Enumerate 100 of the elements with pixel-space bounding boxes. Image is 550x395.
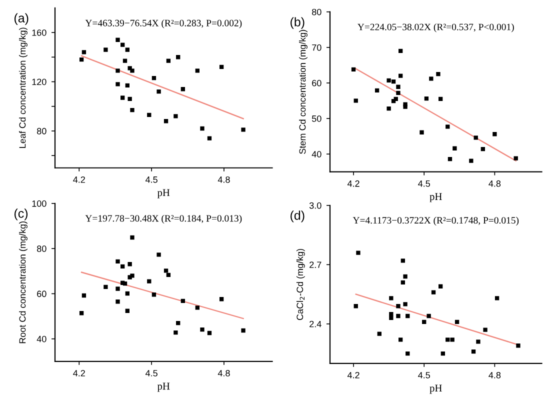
point [174, 114, 178, 118]
point [116, 259, 120, 264]
x-tick-label: 4.5 [418, 180, 430, 187]
point [483, 328, 488, 332]
point [164, 119, 168, 124]
x-tick-label: 4.2 [73, 176, 85, 183]
point [440, 351, 446, 356]
y-axis-title: Root Cd concentration (mg/kg) [19, 222, 28, 344]
x-axis-title: pH [157, 189, 170, 198]
point [386, 78, 391, 83]
point [120, 42, 125, 47]
point [396, 314, 400, 318]
point [396, 304, 400, 308]
point [494, 296, 500, 300]
y-tick-label: 160 [32, 29, 46, 36]
point [241, 128, 246, 132]
point [446, 124, 450, 129]
point [389, 312, 394, 316]
y-tick-label: 80 [37, 128, 46, 134]
y-axis-title: CaCl$_{2}$-Cd (mg/kg) [296, 248, 305, 320]
point [130, 235, 134, 240]
y-tick-label: 3.0 [309, 202, 322, 209]
point [351, 67, 356, 72]
x-tick-label: 4.5 [418, 372, 430, 378]
x-tick-label: 4.8 [218, 176, 230, 183]
point [82, 50, 86, 54]
point [241, 328, 246, 333]
x-tick-label: 4.5 [145, 370, 158, 376]
point [398, 74, 403, 78]
point [452, 146, 457, 150]
point [448, 156, 452, 162]
point [406, 351, 410, 356]
point [176, 320, 180, 326]
x-tick-label: 4.2 [347, 180, 360, 187]
point [207, 330, 212, 336]
point [403, 274, 408, 279]
point [152, 292, 156, 297]
point [492, 132, 497, 136]
point [389, 316, 394, 320]
point [147, 279, 152, 284]
point [403, 104, 408, 109]
y-axis-title: Leaf Cd concentration (mg/kg) [19, 28, 28, 148]
annotation: Y=4.1173−0.3722X (R²=0.1748, P=0.015) [352, 216, 519, 226]
point [130, 108, 134, 112]
point [152, 76, 156, 80]
y-tick-label: 2.4 [310, 320, 322, 328]
point [438, 96, 443, 102]
point [128, 96, 132, 102]
point [422, 320, 426, 324]
y-tick-label: 2.7 [310, 262, 322, 268]
point [130, 274, 134, 278]
y-axis-title: Stem Cd concentration (mg/kg) [299, 30, 308, 154]
point [446, 338, 450, 342]
point [438, 284, 443, 288]
point [200, 126, 204, 131]
annotation: Y=463.39−76.54X (R²=0.283, P=0.002) [85, 19, 242, 28]
point [104, 284, 108, 290]
x-tick-label: 4.8 [218, 370, 230, 376]
y-tick-label: 80 [312, 8, 322, 16]
point [471, 349, 476, 354]
point [436, 72, 440, 76]
point [116, 300, 120, 304]
point [356, 250, 360, 255]
y-tick-label: 60 [312, 80, 322, 86]
point [128, 262, 132, 266]
point [398, 338, 403, 342]
point [377, 332, 382, 336]
text: (b) [290, 17, 304, 29]
point [195, 68, 200, 73]
x-tick-label: 4.2 [347, 372, 360, 378]
point [116, 286, 120, 291]
x-tick-label: 4.5 [145, 176, 158, 183]
point [120, 96, 125, 100]
point [391, 79, 396, 84]
point [207, 136, 212, 140]
text: (a) [14, 13, 28, 25]
point [354, 98, 358, 103]
point [431, 290, 436, 294]
point [480, 146, 486, 152]
point [424, 96, 429, 101]
point [125, 48, 130, 52]
point [354, 304, 358, 308]
point [125, 83, 130, 88]
point [389, 296, 394, 300]
point [174, 330, 178, 335]
x-axis-title: pH [430, 384, 442, 394]
point [450, 338, 454, 342]
y-tick-label: 120 [32, 78, 46, 86]
point [400, 280, 406, 285]
point [514, 156, 518, 160]
point [104, 48, 108, 52]
point [400, 258, 406, 263]
point [420, 130, 424, 134]
point [396, 84, 400, 89]
point [406, 314, 410, 318]
point [79, 311, 84, 316]
point [122, 58, 128, 63]
point [219, 64, 224, 70]
point [116, 38, 120, 42]
point [125, 308, 130, 313]
